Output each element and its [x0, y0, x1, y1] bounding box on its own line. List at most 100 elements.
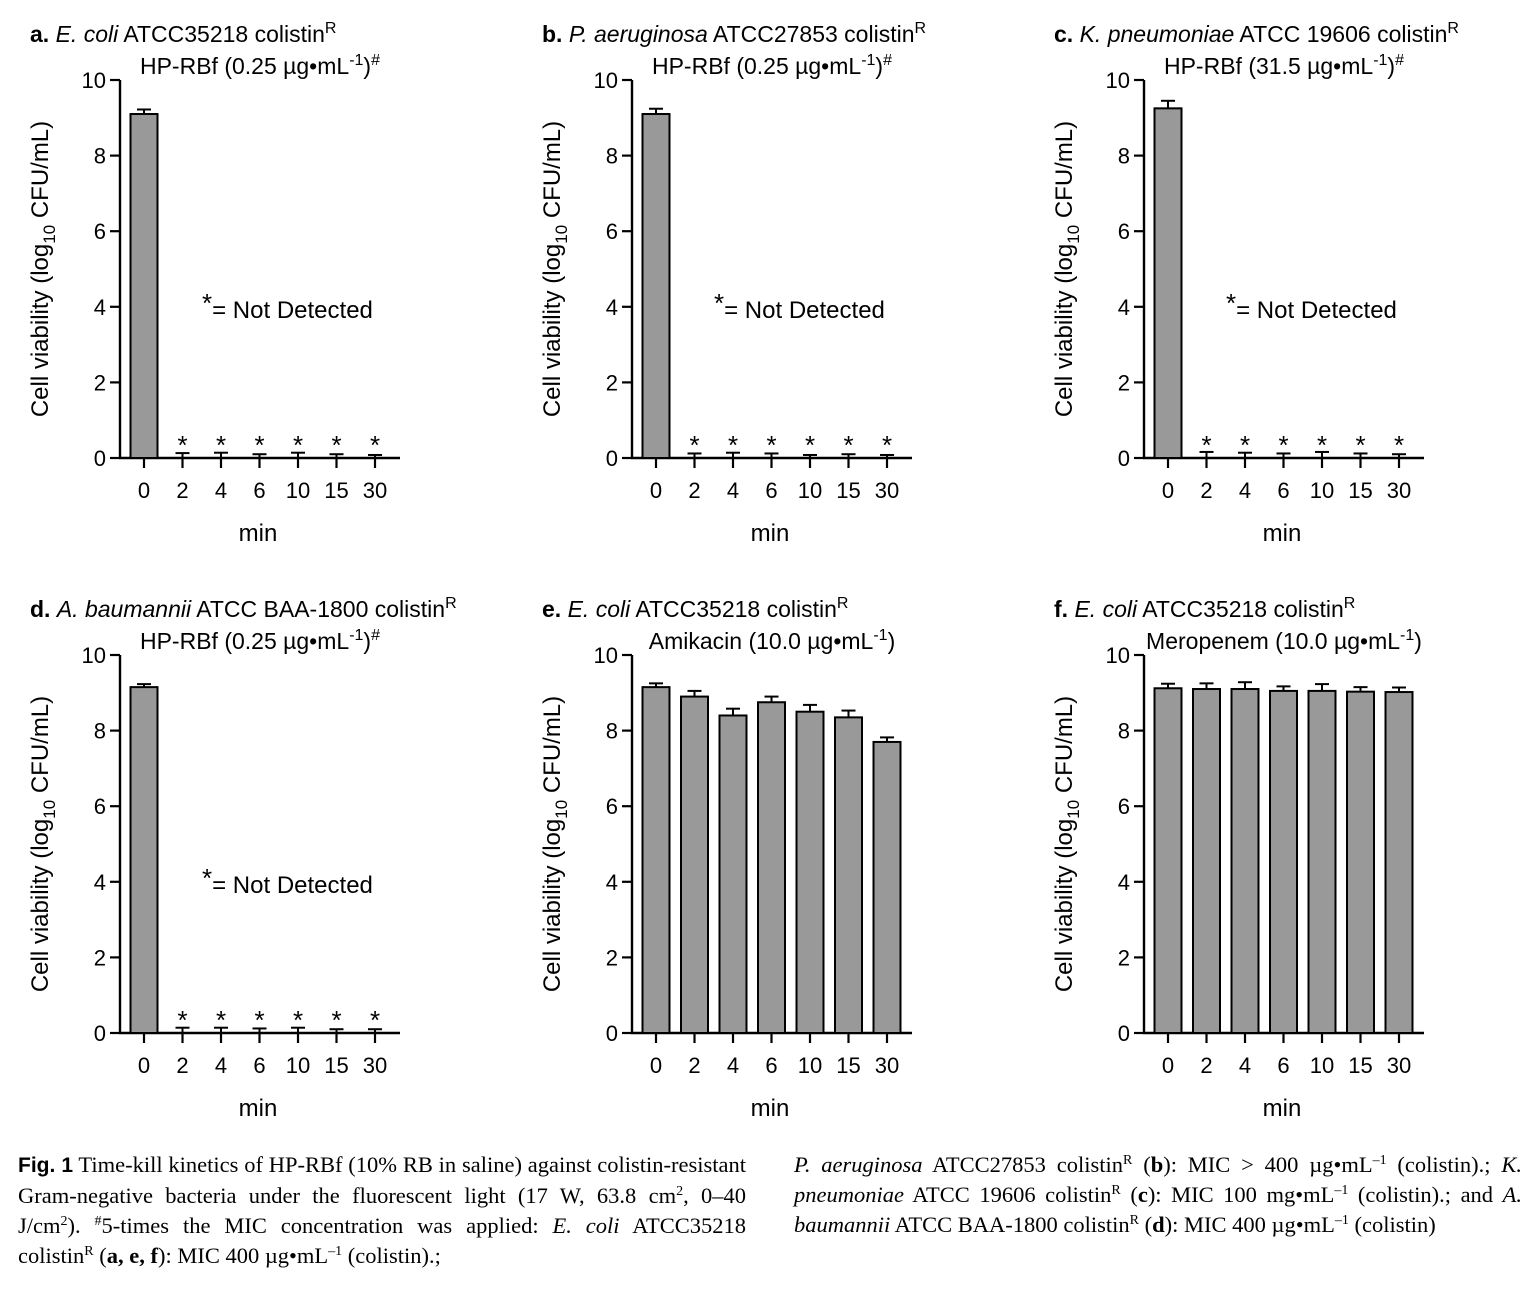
y-label-text: Cell viability (log [539, 819, 566, 992]
x-tick-label: 6 [765, 478, 777, 503]
caption-panel-ref: c [1137, 1182, 1148, 1207]
strain-name: ATCC35218 colistin [630, 596, 837, 622]
not-detected-star: * [216, 430, 226, 460]
panel-treatment: HP-RBf (0.25 µg•mL-1)# [652, 52, 892, 79]
not-detected-star: * [254, 1005, 264, 1035]
x-tick-label: 0 [650, 1053, 662, 1078]
caption-sup: R [1111, 1183, 1121, 1198]
y-label-subscript: 10 [552, 800, 571, 819]
x-tick-label: 6 [1277, 1053, 1289, 1078]
x-tick-label: 2 [1200, 478, 1212, 503]
x-axis-label: min [751, 1095, 790, 1122]
bar [1192, 688, 1221, 1035]
y-tick-label: 8 [606, 719, 618, 744]
x-tick-label: 30 [875, 478, 899, 503]
y-label-text: CFU/mL) [27, 696, 54, 800]
not-detected-star: * [1278, 430, 1288, 460]
caption-text: Time-kill kinetics of HP-RBf (10% RB in … [18, 1152, 746, 1208]
x-tick-label: 4 [1239, 1053, 1251, 1078]
strain-superscript: R [445, 595, 457, 612]
caption-text: (colistin).; [1386, 1152, 1502, 1177]
bar [129, 686, 159, 1034]
y-tick-label: 10 [82, 68, 106, 93]
bar [1346, 690, 1375, 1035]
y-label-text: CFU/mL) [1051, 121, 1078, 225]
y-tick-label: 10 [594, 643, 618, 668]
treatment-superscript: -1 [861, 52, 875, 69]
figure-caption: Fig. 1 Time-kill kinetics of HP-RBf (10%… [18, 1150, 1522, 1271]
bar [718, 714, 748, 1034]
caption-organism: A. baumannii [794, 1182, 1522, 1237]
bar [795, 710, 825, 1034]
y-tick-label: 6 [606, 219, 618, 244]
x-tick-label: 4 [215, 1053, 227, 1078]
y-tick-label: 4 [1118, 295, 1130, 320]
x-tick-label: 15 [324, 478, 348, 503]
chart-panel-a: a. E. coli ATCC35218 colistinR HP-RBf (0.… [27, 20, 400, 547]
y-tick-label: 6 [94, 219, 106, 244]
caption-text: ATCC35218 colistin [18, 1213, 746, 1268]
y-tick-label: 8 [1118, 719, 1130, 744]
x-tick-label: 10 [798, 478, 822, 503]
caption-sup: –1 [1334, 1183, 1349, 1198]
y-label-text: Cell viability (log [1051, 819, 1078, 992]
x-tick-label: 4 [727, 478, 739, 503]
caption-text: ): MIC > 400 µg•mL [1163, 1152, 1373, 1177]
legend-star: * [1226, 288, 1236, 318]
strain-superscript: R [1344, 595, 1356, 612]
x-tick-label: 0 [138, 478, 150, 503]
not-detected-star: * [293, 1005, 303, 1035]
x-tick-label: 10 [1310, 478, 1334, 503]
y-label-text: Cell viability (log [27, 819, 54, 992]
panel-treatment: Meropenem (10.0 µg•mL-1) [1146, 627, 1422, 654]
treatment-superscript: -1 [1400, 627, 1414, 644]
not-detected-legend: *= Not Detected [1226, 288, 1397, 324]
caption-sup: –1 [328, 1244, 343, 1259]
legend-star: * [202, 288, 212, 318]
caption-sup: R [1129, 1213, 1140, 1228]
y-tick-label: 0 [606, 1021, 618, 1046]
not-detected-star: * [766, 430, 776, 460]
y-label-subscript: 10 [1064, 225, 1083, 244]
y-tick-label: 2 [1118, 945, 1130, 970]
x-tick-label: 10 [1310, 1053, 1334, 1078]
strain-name: ATCC BAA-1800 colistin [191, 596, 445, 622]
treatment-text: HP-RBf (31.5 µg•mL [1164, 53, 1373, 79]
not-detected-star: * [216, 1005, 226, 1035]
bar [680, 695, 709, 1035]
y-axis-label: Cell viability (log10 CFU/mL) [1051, 696, 1083, 992]
not-detected-star: * [1240, 430, 1250, 460]
treatment-mark: # [1395, 52, 1404, 69]
caption-left-column: Fig. 1 Time-kill kinetics of HP-RBf (10%… [18, 1150, 746, 1271]
not-detected-star: * [728, 430, 738, 460]
x-tick-label: 2 [688, 478, 700, 503]
x-tick-label: 6 [1277, 478, 1289, 503]
organism-name: A. baumannii [55, 596, 192, 622]
x-tick-label: 30 [363, 1053, 387, 1078]
x-tick-label: 30 [363, 478, 387, 503]
not-detected-star: * [805, 430, 815, 460]
x-tick-label: 6 [253, 1053, 265, 1078]
strain-superscript: R [325, 20, 337, 37]
legend-text: = Not Detected [212, 297, 373, 324]
y-label-text: CFU/mL) [539, 696, 566, 800]
panel-title: b. P. aeruginosa ATCC27853 colistinR [542, 20, 926, 47]
caption-text: ). [67, 1213, 95, 1238]
caption-right-column: P. aeruginosa ATCC27853 colistinR (b): M… [794, 1150, 1522, 1271]
y-label-text: CFU/mL) [27, 121, 54, 225]
caption-sup: R [1123, 1153, 1133, 1168]
caption-organism: P. aeruginosa [794, 1152, 923, 1177]
y-label-subscript: 10 [40, 800, 59, 819]
not-detected-legend: *= Not Detected [202, 863, 373, 899]
bar [1269, 689, 1298, 1034]
treatment-close: ) [363, 628, 371, 654]
panel-letter: a. [30, 21, 49, 47]
treatment-close: ) [888, 628, 896, 654]
y-label-text: Cell viability (log [27, 244, 54, 417]
caption-text: ( [93, 1243, 107, 1268]
y-tick-label: 8 [94, 144, 106, 169]
caption-sup: 2 [676, 1184, 684, 1199]
not-detected-star: * [331, 430, 341, 460]
x-tick-label: 30 [1387, 478, 1411, 503]
panel-letter: e. [542, 596, 561, 622]
